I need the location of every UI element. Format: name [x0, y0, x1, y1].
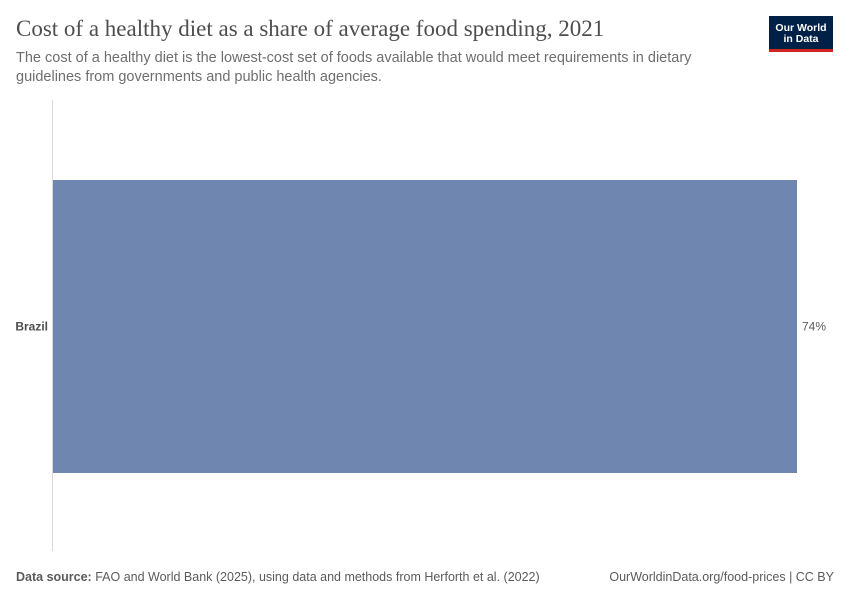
value-label: 74%	[802, 320, 826, 334]
logo-line-2: in Data	[783, 33, 819, 45]
data-source: Data source: FAO and World Bank (2025), …	[16, 570, 540, 584]
data-source-label: Data source:	[16, 570, 92, 584]
chart-subtitle: The cost of a healthy diet is the lowest…	[16, 50, 692, 85]
chart-title: Cost of a healthy diet as a share of ave…	[16, 16, 605, 41]
data-source-text: FAO and World Bank (2025), using data an…	[95, 570, 540, 584]
category-label: Brazil	[15, 320, 48, 334]
bar-brazil[interactable]	[53, 180, 797, 473]
logo-line-1: Our World	[775, 22, 827, 34]
owid-logo[interactable]: Our World in Data	[769, 16, 833, 52]
source-url-link[interactable]: OurWorldinData.org/food-prices | CC BY	[609, 570, 834, 584]
